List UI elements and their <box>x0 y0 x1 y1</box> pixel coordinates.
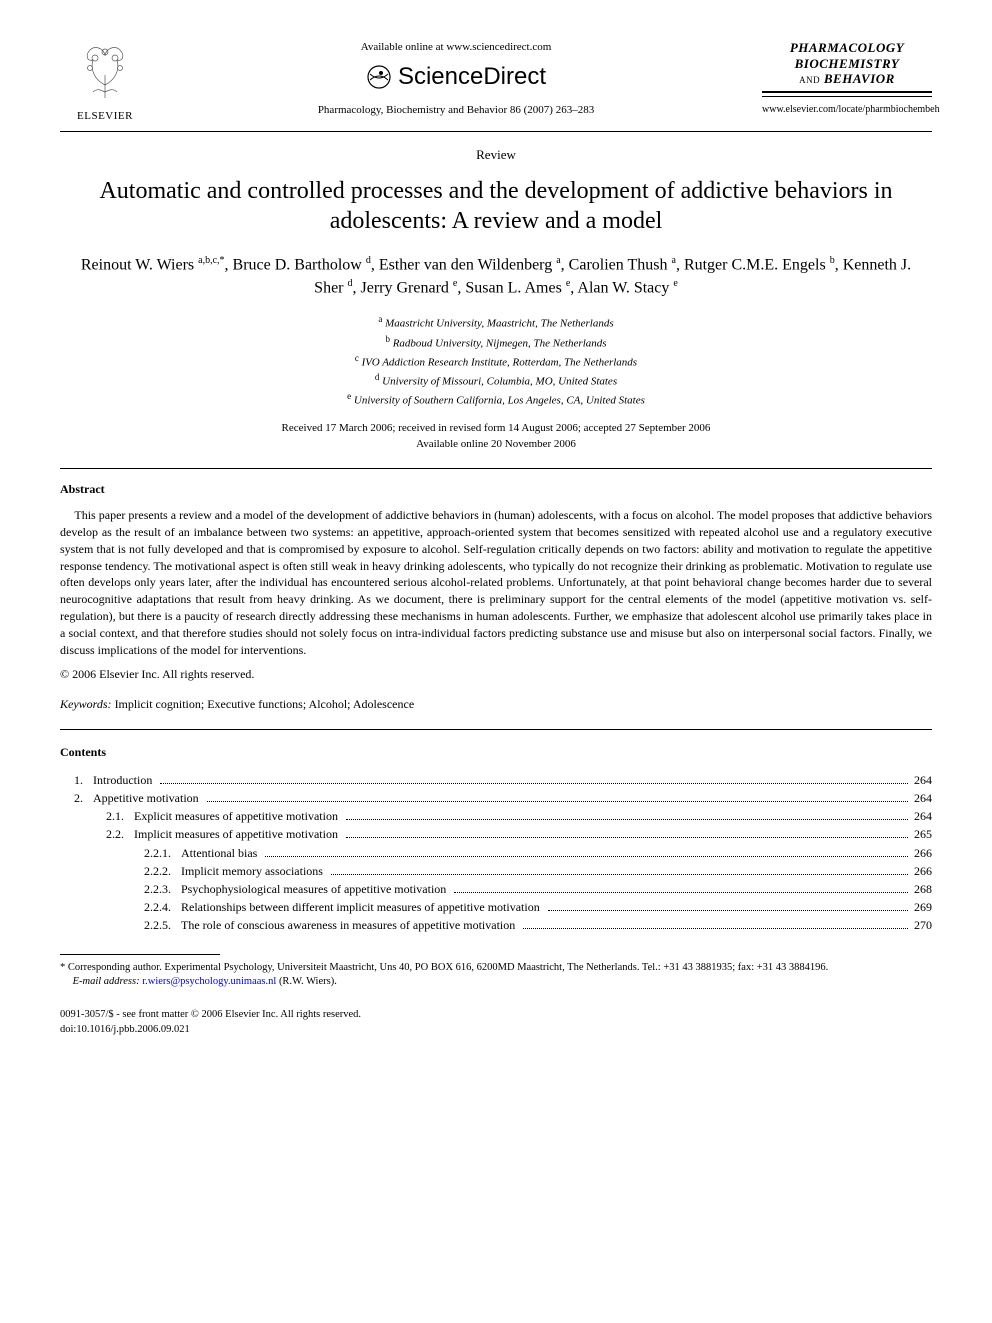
journal-title-line2: BIOCHEMISTRY <box>762 56 932 72</box>
toc-leader-dots <box>265 856 908 857</box>
keywords-text: Implicit cognition; Executive functions;… <box>112 697 415 711</box>
footnote-corr: * Corresponding author. Experimental Psy… <box>60 961 932 976</box>
page-header: ELSEVIER Available online at www.science… <box>60 40 932 123</box>
toc-label: The role of conscious awareness in measu… <box>181 917 515 933</box>
toc-label: Introduction <box>93 772 152 788</box>
header-center: Available online at www.sciencedirect.co… <box>150 40 762 118</box>
toc-page: 266 <box>914 845 932 861</box>
toc-leader-dots <box>207 801 908 802</box>
available-online-text: Available online at www.sciencedirect.co… <box>170 40 742 55</box>
sciencedirect-logo: ScienceDirect <box>170 61 742 93</box>
toc-number: 2.2.4. <box>144 899 171 915</box>
toc-row[interactable]: 2.2.1. Attentional bias 266 <box>60 845 932 861</box>
contents-heading: Contents <box>60 744 932 760</box>
toc-leader-dots <box>331 874 908 875</box>
affiliation-line: c IVO Addiction Research Institute, Rott… <box>60 352 932 371</box>
footnote-rule <box>60 954 220 955</box>
keywords-label: Keywords: <box>60 697 112 711</box>
journal-rule <box>762 91 932 97</box>
toc-number: 2. <box>74 790 83 806</box>
abstract-body: This paper presents a review and a model… <box>60 507 932 658</box>
footnote-email-link[interactable]: r.wiers@psychology.unimaas.nl <box>142 976 276 987</box>
footnote-email-label: E-mail address: <box>73 976 140 987</box>
keywords: Keywords: Implicit cognition; Executive … <box>60 696 932 712</box>
sciencedirect-ball-icon <box>366 64 392 90</box>
affiliation-line: b Radboud University, Nijmegen, The Neth… <box>60 333 932 352</box>
toc-page: 270 <box>914 917 932 933</box>
toc-row[interactable]: 2.2.4. Relationships between different im… <box>60 899 932 915</box>
toc-number: 2.2. <box>106 826 124 842</box>
page-footer: 0091-3057/$ - see front matter © 2006 El… <box>60 1008 932 1037</box>
toc-label: Attentional bias <box>181 845 257 861</box>
elsevier-tree-icon <box>75 40 135 100</box>
journal-title-line1: PHARMACOLOGY <box>762 40 932 56</box>
keywords-bottom-rule <box>60 729 932 730</box>
affiliations: a Maastricht University, Maastricht, The… <box>60 313 932 409</box>
toc-page: 264 <box>914 808 932 824</box>
table-of-contents: 1. Introduction 264 2. Appetitive motivation… <box>60 772 932 934</box>
toc-row[interactable]: 2.2.2. Implicit memory associations 266 <box>60 863 932 879</box>
toc-number: 2.2.3. <box>144 881 171 897</box>
toc-row[interactable]: 2.1. Explicit measures of appetitive moti… <box>60 808 932 824</box>
toc-page: 269 <box>914 899 932 915</box>
publisher-logo: ELSEVIER <box>60 40 150 123</box>
toc-label: Implicit measures of appetitive motivati… <box>134 826 338 842</box>
footer-doi: doi:10.1016/j.pbb.2006.09.021 <box>60 1023 932 1038</box>
journal-url: www.elsevier.com/locate/pharmbiochembeh <box>762 103 932 117</box>
toc-leader-dots <box>160 783 908 784</box>
article-type: Review <box>60 146 932 164</box>
toc-label: Psychophysiological measures of appetiti… <box>181 881 446 897</box>
authors: Reinout W. Wiers a,b,c,*, Bruce D. Barth… <box>60 254 932 299</box>
citation-line: Pharmacology, Biochemistry and Behavior … <box>170 103 742 118</box>
toc-number: 2.2.1. <box>144 845 171 861</box>
header-divider <box>60 131 932 132</box>
corresponding-author-footnote: * Corresponding author. Experimental Psy… <box>60 961 932 990</box>
toc-label: Appetitive motivation <box>93 790 199 806</box>
toc-page: 264 <box>914 790 932 806</box>
toc-number: 2.2.2. <box>144 863 171 879</box>
toc-row[interactable]: 1. Introduction 264 <box>60 772 932 788</box>
toc-leader-dots <box>523 928 908 929</box>
toc-row[interactable]: 2. Appetitive motivation 264 <box>60 790 932 806</box>
abstract-copyright: © 2006 Elsevier Inc. All rights reserved… <box>60 666 932 682</box>
toc-leader-dots <box>454 892 908 893</box>
footnote-email-suffix: (R.W. Wiers). <box>276 976 337 987</box>
publisher-name: ELSEVIER <box>60 109 150 124</box>
footer-front-matter: 0091-3057/$ - see front matter © 2006 El… <box>60 1008 932 1023</box>
journal-title: PHARMACOLOGY BIOCHEMISTRY AND BEHAVIOR <box>762 40 932 87</box>
dates-received: Received 17 March 2006; received in revi… <box>60 421 932 436</box>
toc-row[interactable]: 2.2. Implicit measures of appetitive moti… <box>60 826 932 842</box>
toc-page: 265 <box>914 826 932 842</box>
toc-label: Implicit memory associations <box>181 863 323 879</box>
toc-row[interactable]: 2.2.5. The role of conscious awareness in… <box>60 917 932 933</box>
toc-number: 2.1. <box>106 808 124 824</box>
sciencedirect-wordmark: ScienceDirect <box>398 61 546 93</box>
toc-number: 2.2.5. <box>144 917 171 933</box>
toc-leader-dots <box>548 910 908 911</box>
article-title: Automatic and controlled processes and t… <box>60 176 932 236</box>
toc-page: 264 <box>914 772 932 788</box>
dates-available: Available online 20 November 2006 <box>60 437 932 452</box>
toc-number: 1. <box>74 772 83 788</box>
toc-label: Relationships between different implicit… <box>181 899 540 915</box>
toc-page: 266 <box>914 863 932 879</box>
toc-page: 268 <box>914 881 932 897</box>
toc-label: Explicit measures of appetitive motivati… <box>134 808 338 824</box>
abstract-heading: Abstract <box>60 481 932 497</box>
journal-title-box: PHARMACOLOGY BIOCHEMISTRY AND BEHAVIOR w… <box>762 40 932 116</box>
affiliation-line: d University of Missouri, Columbia, MO, … <box>60 371 932 390</box>
affiliation-line: e University of Southern California, Los… <box>60 390 932 409</box>
journal-title-line3: AND BEHAVIOR <box>762 71 932 87</box>
article-dates: Received 17 March 2006; received in revi… <box>60 421 932 452</box>
footnote-email-line: E-mail address: r.wiers@psychology.unima… <box>60 975 932 990</box>
toc-row[interactable]: 2.2.3. Psychophysiological measures of ap… <box>60 881 932 897</box>
toc-leader-dots <box>346 837 908 838</box>
abstract-top-rule <box>60 468 932 469</box>
affiliation-line: a Maastricht University, Maastricht, The… <box>60 313 932 332</box>
toc-leader-dots <box>346 819 908 820</box>
